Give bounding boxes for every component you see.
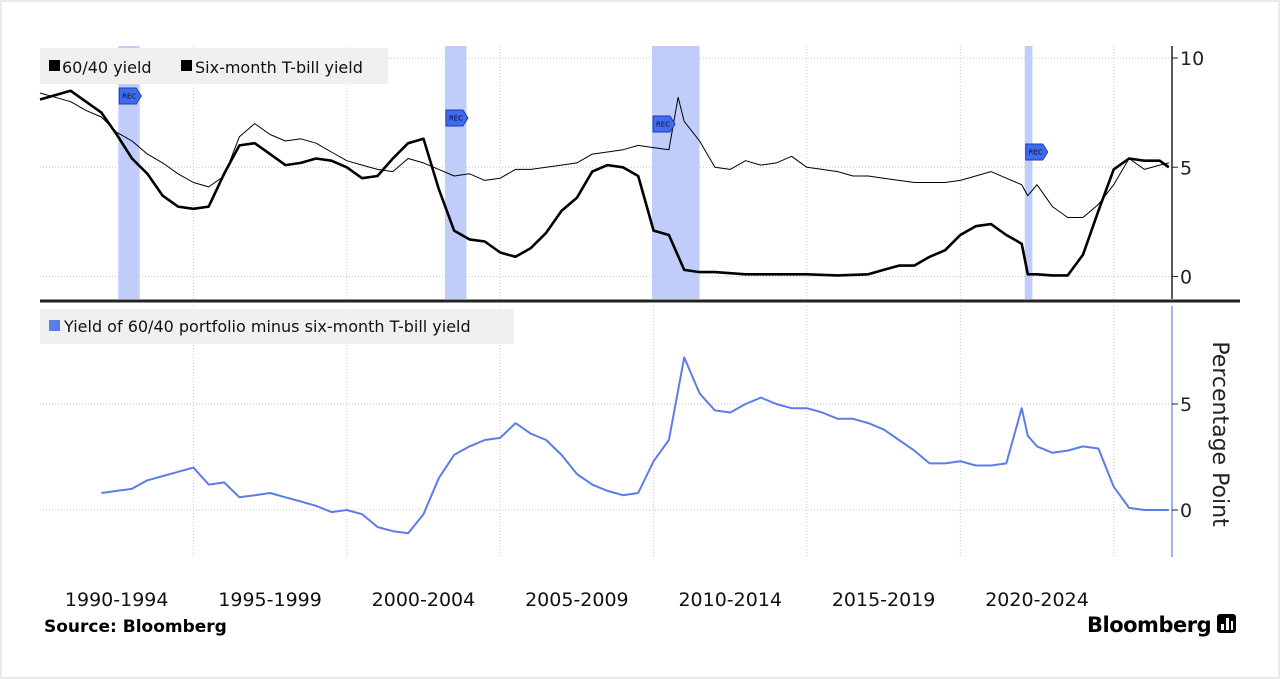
legend-label-6040: 60/40 yield — [62, 58, 152, 77]
top-tick-label-0: 0 — [1180, 267, 1192, 289]
rec-marker-label: REC — [122, 93, 136, 101]
legend-swatch-6040 — [49, 60, 60, 71]
bottom-series — [101, 356, 1169, 535]
recession-band-0 — [118, 46, 140, 299]
series-line-spread — [101, 356, 1169, 535]
x-axis-label-6: 2020-2024 — [985, 589, 1089, 611]
rec-marker-3: REC — [1025, 143, 1049, 161]
bottom-legend-box — [40, 309, 514, 344]
top-series — [39, 89, 1170, 277]
rec-marker-label: REC — [1029, 149, 1043, 157]
recession-band-2 — [652, 46, 700, 299]
x-axis-label-5: 2015-2019 — [832, 589, 936, 611]
rec-marker-shape — [445, 109, 469, 127]
x-axis-labels: 1990-1994 1995-1999 2000-2004 2005-2009 2010… — [65, 589, 1089, 611]
rec-marker-1: REC — [445, 109, 469, 127]
legend-label-tbill: Six-month T-bill yield — [195, 58, 363, 77]
series-line-6040-yield — [39, 92, 1170, 218]
rec-marker-label: REC — [449, 115, 463, 123]
bottom-tick-label-1: 5 — [1180, 394, 1192, 416]
rec-marker-0: REC — [118, 87, 142, 105]
top-tick-label-1: 5 — [1180, 157, 1192, 179]
x-axis-label-0: 1990-1994 — [65, 589, 169, 611]
recession-band-1 — [444, 46, 467, 299]
legend-swatch-spread — [49, 320, 60, 331]
rec-marker-shape — [118, 87, 142, 105]
legend-swatch-tbill — [181, 60, 192, 71]
x-axis-label-1: 1995-1999 — [218, 589, 322, 611]
bloomberg-logo: Bloomberg — [1087, 613, 1211, 637]
y-axis-label: Percentage Point — [1207, 341, 1232, 527]
bottom-panel: 05 Yield of 60/40 portfolio minus six-mo… — [40, 306, 1232, 557]
bloomberg-chart-icon — [1217, 614, 1236, 633]
rec-marker-2: REC — [652, 115, 676, 133]
rec-marker-label: REC — [656, 121, 670, 129]
top-panel: REC REC REC REC 0 5 10 60/40 yield Six-month … — [39, 46, 1204, 299]
top-legend: 60/40 yield Six-month T-bill yield — [40, 48, 388, 84]
bottom-legend: Yield of 60/40 portfolio minus six-month… — [40, 309, 514, 344]
legend-label-spread: Yield of 60/40 portfolio minus six-month… — [63, 317, 471, 336]
rec-marker-shape — [652, 115, 676, 133]
x-axis-label-2: 2000-2004 — [372, 589, 476, 611]
bottom-tick-label-0: 0 — [1180, 500, 1192, 522]
x-axis-label-3: 2005-2009 — [525, 589, 629, 611]
rec-marker-shape — [1025, 143, 1049, 161]
source-note: Source: Bloomberg — [44, 617, 227, 637]
top-tick-label-2: 10 — [1180, 48, 1204, 70]
series-line-tbill-yield — [39, 89, 1170, 277]
rec-markers: REC REC REC REC — [118, 87, 1049, 161]
top-legend-box — [40, 48, 388, 84]
top-y-axis: 0 5 10 — [1171, 46, 1204, 299]
bottom-y-axis: 05 — [1171, 306, 1192, 557]
recession-band-3 — [1024, 46, 1033, 299]
top-recession-bands — [118, 46, 1033, 299]
x-axis-label-4: 2010-2014 — [678, 589, 782, 611]
